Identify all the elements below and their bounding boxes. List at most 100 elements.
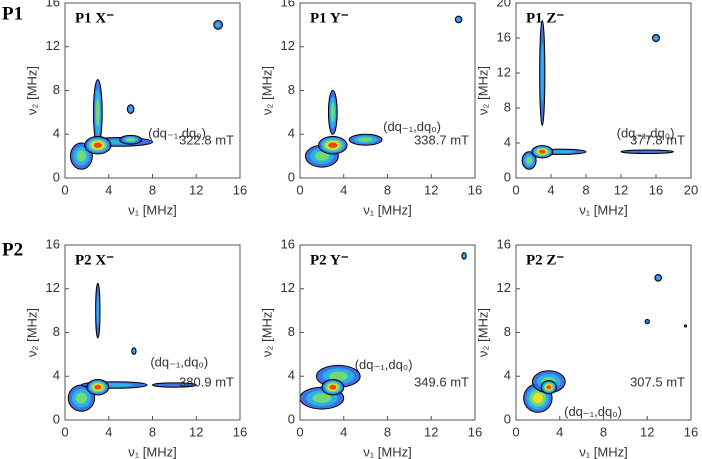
y-tick-label: 16 — [46, 236, 60, 251]
y-tick-label: 16 — [497, 29, 511, 44]
contour-peak — [456, 17, 461, 22]
contour-peak — [314, 151, 329, 161]
field-label: 349.6 mT — [414, 374, 469, 389]
x-axis-label: ν₁ [MHz] — [579, 444, 627, 459]
contour-peak — [653, 35, 659, 41]
x-tick-label: 12 — [614, 182, 628, 197]
x-axis-label: ν₁ [MHz] — [363, 202, 411, 217]
y-tick-label: 0 — [53, 169, 60, 184]
x-tick-label: 8 — [149, 182, 156, 197]
contour-peak — [330, 102, 335, 122]
y-tick-label: 12 — [497, 280, 511, 295]
y-tick-label: 4 — [504, 368, 511, 383]
field-label: 377.8 mT — [630, 132, 685, 147]
plot-frame — [515, 2, 692, 179]
y-axis-label: ν₂ [MHz] — [475, 66, 490, 115]
x-tick-label: 12 — [424, 182, 438, 197]
x-tick-label: 12 — [189, 424, 203, 439]
annotation: (dq₋₁,dq₀) — [148, 126, 206, 141]
y-tick-label: 12 — [46, 38, 60, 53]
panel-title: P1 Y⁻ — [310, 10, 349, 26]
y-tick-label: 4 — [288, 126, 295, 141]
y-tick-label: 0 — [504, 411, 511, 426]
contour-peak — [538, 149, 546, 154]
x-tick-label: 16 — [233, 182, 247, 197]
y-tick-label: 16 — [281, 0, 295, 9]
contour-peak — [329, 384, 337, 390]
y-axis-label: ν₂ [MHz] — [259, 308, 274, 357]
contour-peak — [96, 294, 100, 327]
annotation: (dq₋₁,dq₀) — [383, 119, 441, 134]
x-tick-label: 0 — [296, 424, 303, 439]
panel-title: P1 Z⁻ — [526, 10, 564, 26]
panel-title: P2 X⁻ — [75, 252, 114, 268]
panel-title: P2 Y⁻ — [310, 252, 349, 268]
contour-peak — [644, 318, 650, 325]
x-tick-label: 0 — [61, 424, 68, 439]
x-axis-label: ν₁ [MHz] — [579, 202, 627, 217]
x-tick-label: 4 — [105, 182, 112, 197]
contour-peak — [94, 384, 102, 390]
y-tick-label: 0 — [288, 411, 295, 426]
y-axis-label: ν₂ [MHz] — [24, 66, 39, 115]
plot-area — [300, 252, 467, 410]
y-tick-label: 12 — [281, 38, 295, 53]
x-axis-label: ν₁ [MHz] — [363, 444, 411, 459]
y-tick-label: 16 — [497, 236, 511, 251]
contour-peak — [532, 392, 544, 404]
x-axis-label: ν₁ [MHz] — [128, 202, 176, 217]
field-label: 380.9 mT — [179, 374, 234, 389]
field-label: 338.7 mT — [414, 132, 469, 147]
x-tick-label: 4 — [105, 424, 112, 439]
plot-area — [69, 20, 223, 170]
plot-area — [523, 274, 688, 413]
contour-peak — [76, 150, 87, 162]
x-tick-label: 16 — [468, 182, 482, 197]
y-axis-label: ν₂ [MHz] — [475, 308, 490, 357]
contour-peak — [328, 371, 348, 381]
x-tick-label: 4 — [556, 424, 563, 439]
y-tick-label: 16 — [46, 0, 60, 9]
contour-peak — [125, 137, 136, 142]
x-tick-label: 0 — [512, 424, 519, 439]
contour-peak — [683, 324, 688, 328]
y-tick-label: 12 — [281, 280, 295, 295]
contour-peak — [358, 137, 373, 143]
contour-peak — [462, 254, 466, 258]
x-tick-label: 8 — [600, 424, 607, 439]
y-tick-label: 20 — [497, 0, 511, 9]
plot-area — [304, 15, 463, 168]
contour-peak — [152, 382, 197, 388]
y-tick-label: 4 — [53, 368, 60, 383]
panel-title: P2 Z⁻ — [526, 252, 564, 268]
x-tick-label: 20 — [684, 182, 698, 197]
contour-peak — [656, 275, 661, 280]
y-tick-label: 8 — [504, 324, 511, 339]
annotation: (dq₋₁,dq₀) — [150, 355, 208, 370]
x-tick-label: 12 — [189, 182, 203, 197]
y-tick-label: 8 — [53, 324, 60, 339]
y-tick-label: 12 — [497, 64, 511, 79]
panel-title: P1 X⁻ — [75, 10, 114, 26]
x-tick-label: 4 — [340, 182, 347, 197]
annotation: (dq₋₁,dq₀) — [355, 357, 413, 372]
plot-area — [67, 282, 197, 412]
x-tick-label: 12 — [640, 424, 654, 439]
x-tick-label: 0 — [296, 182, 303, 197]
annotation: (dq₋₁,dq₀) — [617, 126, 675, 141]
y-tick-label: 0 — [53, 411, 60, 426]
x-tick-label: 0 — [61, 182, 68, 197]
x-tick-label: 16 — [684, 424, 698, 439]
contour-peak — [526, 156, 533, 165]
y-tick-label: 4 — [504, 134, 511, 149]
contour-peak — [75, 392, 88, 404]
contour-peak — [540, 42, 544, 104]
x-tick-label: 8 — [149, 424, 156, 439]
contour-peak — [546, 385, 552, 390]
contour-peak — [132, 349, 136, 353]
y-tick-label: 0 — [288, 169, 295, 184]
y-tick-label: 4 — [53, 126, 60, 141]
x-tick-label: 16 — [468, 424, 482, 439]
row-label: P1 — [2, 3, 23, 24]
